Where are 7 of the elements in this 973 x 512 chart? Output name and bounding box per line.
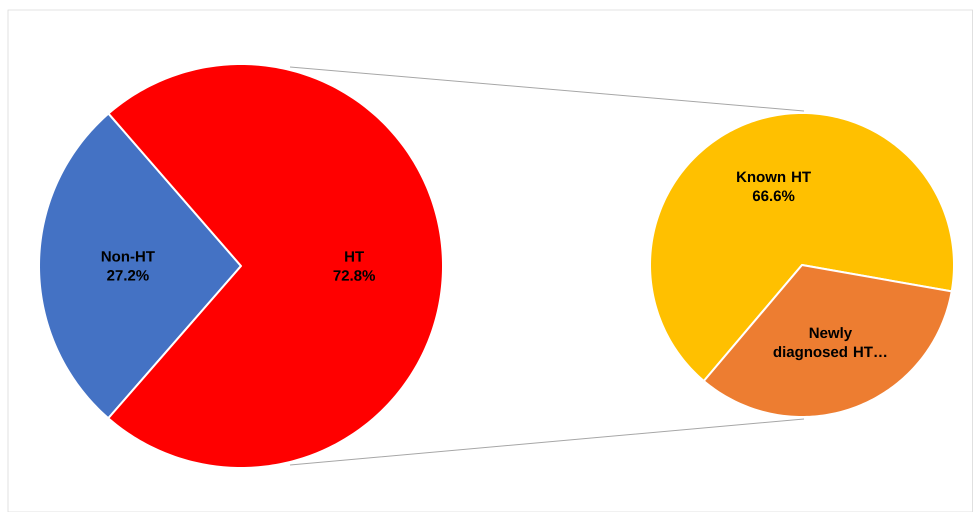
data-label: 27.2%: [107, 270, 149, 281]
data-label: 72.8%: [334, 270, 375, 281]
data-label: 66.6%: [752, 190, 794, 202]
slice-label: Non-HT: [102, 251, 155, 262]
slice-label: Known HT: [737, 172, 811, 182]
slice-label: HT: [345, 251, 364, 262]
slice-label: Newly diagnosed HT…: [774, 327, 886, 360]
